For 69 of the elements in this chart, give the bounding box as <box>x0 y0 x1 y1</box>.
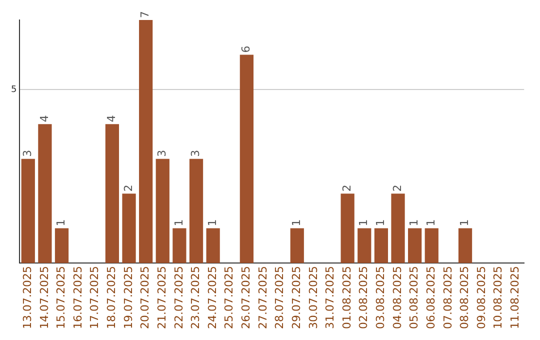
data-label: 1 <box>458 219 472 226</box>
x-tick-label: 07.08.2025 <box>441 266 454 330</box>
bar <box>240 54 254 264</box>
x-tick-label: 14.07.2025 <box>38 266 51 330</box>
x-tick-label: 09.08.2025 <box>474 266 488 330</box>
data-label: 1 <box>357 219 370 226</box>
x-tick-label: 05.08.2025 <box>408 266 421 330</box>
x-tick-label: 24.07.2025 <box>206 266 219 330</box>
data-label: 2 <box>340 184 354 192</box>
x-tick-label: 31.07.2025 <box>324 266 337 330</box>
x-tick-label: 21.07.2025 <box>155 266 168 330</box>
x-tick-label: 22.07.2025 <box>172 266 186 330</box>
bar <box>54 228 69 264</box>
data-label: 3 <box>20 150 34 157</box>
x-tick-label: 30.07.2025 <box>306 266 320 330</box>
bar <box>358 228 372 264</box>
x-tick-label: 29.07.2025 <box>290 266 303 330</box>
y-tick-label: 5 <box>10 84 17 95</box>
x-tick-label: 17.07.2025 <box>88 266 102 330</box>
bar <box>38 124 52 264</box>
x-tick-label: 19.07.2025 <box>122 266 135 330</box>
bar <box>105 124 120 264</box>
data-label: 2 <box>122 184 135 192</box>
x-tick-label: 16.07.2025 <box>71 266 84 330</box>
data-label: 3 <box>155 150 168 157</box>
bar <box>458 228 472 264</box>
x-tick-label: 10.08.2025 <box>492 266 505 330</box>
bar <box>139 20 153 264</box>
data-label: 1 <box>374 219 388 226</box>
x-tick-label: 28.07.2025 <box>273 266 286 330</box>
data-label: 1 <box>54 219 68 226</box>
bar <box>21 158 35 264</box>
x-tick-label: 02.08.2025 <box>357 266 370 330</box>
x-tick-label: 04.08.2025 <box>390 266 404 330</box>
x-tick-label: 27.07.2025 <box>256 266 270 330</box>
bar <box>156 158 170 264</box>
bar <box>374 228 388 264</box>
data-label: 1 <box>424 219 438 226</box>
x-tick-label: 06.08.2025 <box>424 266 438 330</box>
x-tick-label: 03.08.2025 <box>374 266 388 330</box>
data-label: 4 <box>105 115 118 122</box>
data-label: 1 <box>408 219 421 226</box>
data-label: 6 <box>240 46 253 53</box>
x-tick-label: 26.07.2025 <box>240 266 253 330</box>
bar <box>290 228 304 264</box>
x-tick-label: 01.08.2025 <box>340 266 354 330</box>
bar <box>391 194 405 264</box>
data-label: 3 <box>189 150 202 157</box>
bar <box>424 228 438 264</box>
data-label: 1 <box>172 219 186 226</box>
x-tick-label: 20.07.2025 <box>138 266 152 330</box>
bar <box>206 228 220 264</box>
data-label: 4 <box>38 115 51 122</box>
x-tick-label: 15.07.2025 <box>54 266 68 330</box>
data-label: 7 <box>138 11 152 18</box>
x-tick-label: 11.08.2025 <box>508 266 522 330</box>
x-tick-label: 08.08.2025 <box>458 266 472 330</box>
bar <box>189 158 204 264</box>
x-tick-label: 25.07.2025 <box>222 266 236 330</box>
x-tick-label: 23.07.2025 <box>189 266 202 330</box>
data-label: 1 <box>290 219 303 226</box>
bar <box>172 228 186 264</box>
bar <box>340 194 354 264</box>
x-tick-label: 18.07.2025 <box>105 266 118 330</box>
bar <box>408 228 422 264</box>
bar <box>122 194 136 264</box>
x-tick-label: 13.07.2025 <box>20 266 34 330</box>
data-label: 1 <box>206 219 219 226</box>
data-label: 2 <box>390 184 404 192</box>
